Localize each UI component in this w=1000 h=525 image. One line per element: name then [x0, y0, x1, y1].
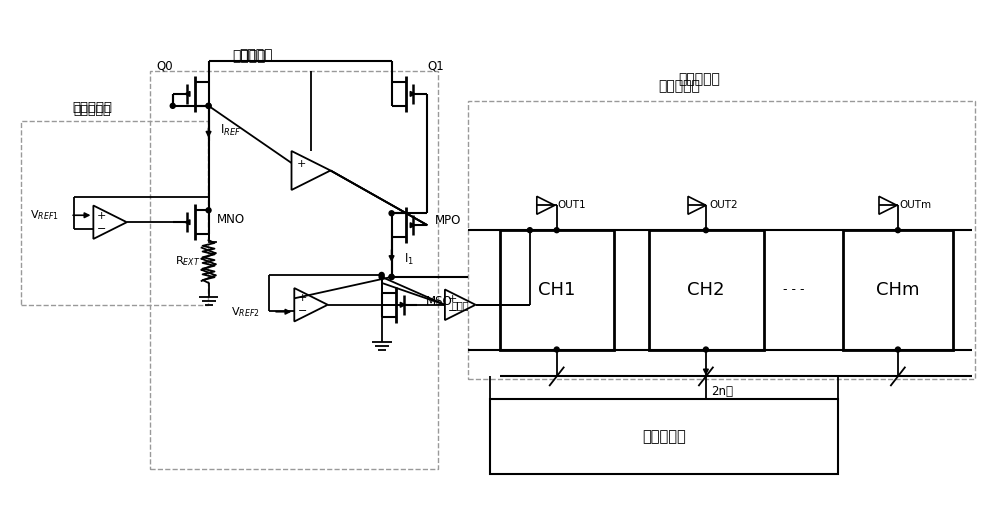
Text: MSO: MSO	[425, 295, 452, 308]
Text: OUT1: OUT1	[558, 201, 586, 211]
Text: CH2: CH2	[687, 281, 725, 299]
Bar	[843, 230, 953, 350]
Text: 恒流输出级: 恒流输出级	[678, 72, 720, 86]
Polygon shape	[879, 196, 897, 214]
Text: I$_{1}$: I$_{1}$	[404, 251, 414, 267]
Circle shape	[206, 103, 211, 108]
Polygon shape	[688, 196, 706, 214]
Circle shape	[554, 228, 559, 233]
Text: 电流控制位: 电流控制位	[642, 429, 686, 445]
Text: - - -: - - -	[783, 284, 804, 296]
Circle shape	[554, 347, 559, 352]
Text: −: −	[298, 306, 307, 316]
Text: +: +	[297, 160, 306, 170]
Bar	[490, 400, 838, 474]
Text: 电流调节: 电流调节	[233, 49, 266, 63]
Text: 基准电流源: 基准电流源	[72, 101, 112, 114]
Circle shape	[206, 208, 211, 213]
Text: 基准电流源: 基准电流源	[73, 104, 111, 117]
Text: 电流调节: 电流调节	[240, 48, 273, 62]
Bar	[500, 230, 614, 350]
Polygon shape	[294, 288, 328, 321]
Bar	[150, 71, 438, 469]
Text: I$_{REF}$: I$_{REF}$	[220, 123, 242, 138]
Text: Q1: Q1	[427, 59, 444, 72]
Circle shape	[703, 347, 708, 352]
Bar	[21, 121, 208, 305]
Text: MPO: MPO	[435, 214, 462, 227]
Circle shape	[389, 275, 394, 279]
Text: −: −	[97, 224, 106, 234]
Circle shape	[206, 103, 211, 108]
Circle shape	[389, 211, 394, 216]
Text: Q0: Q0	[156, 59, 173, 72]
Circle shape	[895, 347, 900, 352]
Polygon shape	[292, 151, 331, 190]
Circle shape	[527, 228, 532, 233]
Circle shape	[379, 275, 384, 279]
Text: V$_{REF1}$: V$_{REF1}$	[30, 208, 59, 222]
Circle shape	[379, 272, 384, 277]
Text: R$_{EXT}$: R$_{EXT}$	[175, 255, 201, 268]
Text: 2n位: 2n位	[711, 385, 733, 398]
Circle shape	[895, 228, 900, 233]
Text: 恒流输出级: 恒流输出级	[658, 79, 700, 93]
Text: MNO: MNO	[217, 213, 245, 226]
Text: +: +	[298, 293, 307, 303]
Text: CHm: CHm	[876, 281, 920, 299]
Polygon shape	[445, 289, 476, 320]
Circle shape	[170, 103, 175, 108]
Text: +: +	[448, 294, 457, 304]
Text: CH1: CH1	[538, 281, 575, 299]
Bar	[468, 101, 975, 380]
Bar	[649, 230, 764, 350]
Polygon shape	[537, 196, 555, 214]
Text: −: −	[448, 306, 457, 316]
Text: +: +	[97, 211, 106, 221]
Text: V$_{REF2}$: V$_{REF2}$	[231, 305, 260, 319]
Text: OUTm: OUTm	[900, 201, 932, 211]
Text: 缓冲器: 缓冲器	[451, 300, 469, 310]
Text: OUT2: OUT2	[709, 201, 738, 211]
Circle shape	[703, 228, 708, 233]
Circle shape	[389, 275, 394, 279]
Polygon shape	[93, 205, 127, 239]
